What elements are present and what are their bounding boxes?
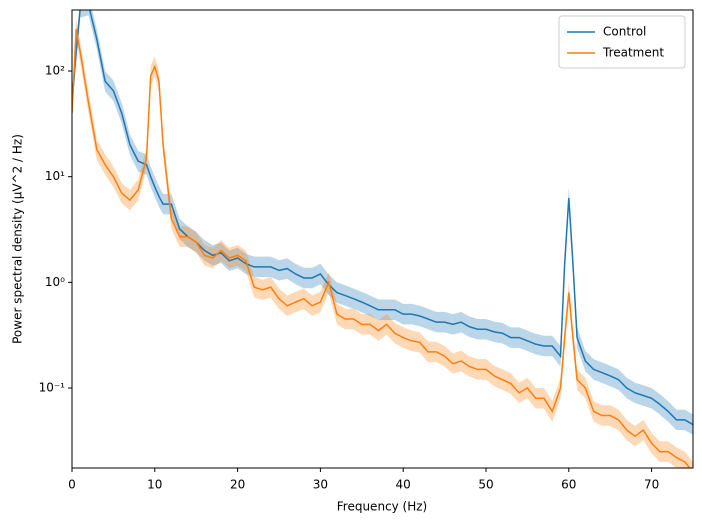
plot-area [72,10,693,468]
x-tick-label: 40 [396,478,411,492]
legend-label: Control [603,25,646,39]
x-axis-label: Frequency (Hz) [337,500,428,514]
y-axis-label: Power spectral density (µV^2 / Hz) [11,134,25,344]
legend: Control Treatment [558,15,686,69]
confidence-band [72,18,693,468]
series-line [72,10,693,426]
axes-frame [71,9,694,469]
y-tick-label: 10⁻¹ [39,381,66,395]
confidence-band [72,10,693,435]
x-tick-label: 60 [561,478,576,492]
legend-box [558,15,686,69]
series-line [72,28,691,468]
x-tick-label: 70 [644,478,659,492]
x-tick-label: 20 [230,478,245,492]
x-tick-label: 0 [68,478,76,492]
x-tick-label: 50 [478,478,493,492]
x-tick-label: 30 [313,478,328,492]
y-tick-label: 10⁰ [45,275,65,289]
legend-label: Treatment [602,46,664,60]
x-tick-label: 10 [147,478,162,492]
y-tick-label: 10¹ [45,169,65,183]
y-tick-label: 10² [45,64,65,78]
